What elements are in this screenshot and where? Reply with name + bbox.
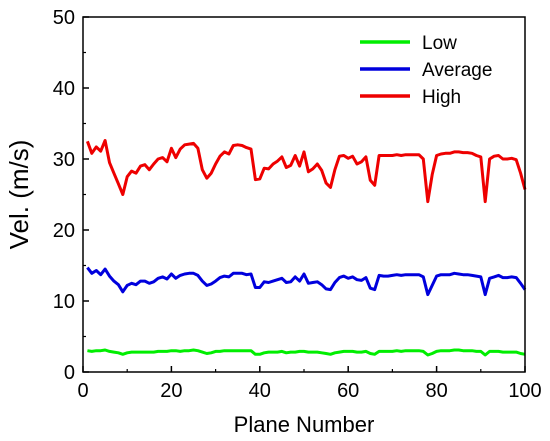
- y-tick-label: 20: [53, 220, 75, 242]
- series-line-high: [85, 139, 527, 204]
- x-tick-label: 20: [160, 380, 182, 402]
- x-tick-label: 60: [337, 380, 359, 402]
- y-tick-label: 50: [53, 7, 75, 29]
- legend-label: High: [422, 87, 461, 108]
- x-tick-label: 40: [249, 380, 271, 402]
- legend-label: Low: [422, 33, 457, 54]
- series-layer: [85, 139, 527, 357]
- legend-label: Average: [422, 60, 492, 81]
- x-axis-title: Plane Number: [234, 412, 375, 437]
- legend: Low Average High: [360, 33, 492, 108]
- y-tick-label: 0: [64, 362, 75, 384]
- series-line-average: [86, 266, 527, 297]
- series-line-low: [87, 348, 526, 357]
- y-tick-label: 10: [53, 291, 75, 313]
- y-axis-title: Vel. (m/s): [4, 140, 34, 250]
- y-tick-label: 30: [53, 149, 75, 171]
- x-tick-label: 100: [508, 380, 541, 402]
- y-tick-label: 40: [53, 78, 75, 100]
- x-tick-label: 80: [425, 380, 447, 402]
- x-tick-label: 0: [77, 380, 88, 402]
- axis-layer: 0 20 40 60 80 100 0 10 20 30 40 50: [53, 7, 542, 402]
